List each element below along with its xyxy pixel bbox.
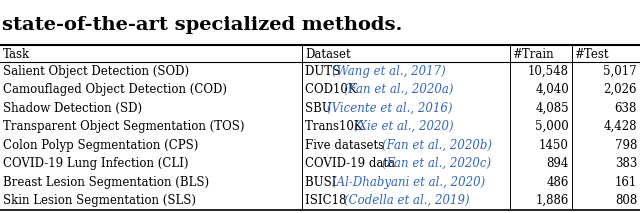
- Text: Shadow Detection (SD): Shadow Detection (SD): [3, 102, 142, 115]
- Text: (Al-Dhabyani et al., 2020): (Al-Dhabyani et al., 2020): [333, 176, 486, 189]
- Text: 5,000: 5,000: [535, 120, 569, 133]
- Text: 4,040: 4,040: [535, 83, 569, 96]
- Text: Breast Lesion Segmentation (BLS): Breast Lesion Segmentation (BLS): [3, 176, 209, 189]
- Text: 4,428: 4,428: [604, 120, 637, 133]
- Text: state-of-the-art specialized methods.: state-of-the-art specialized methods.: [2, 16, 403, 34]
- Text: (Xie et al., 2020): (Xie et al., 2020): [355, 120, 454, 133]
- Text: SBU: SBU: [305, 102, 335, 115]
- Text: 10,548: 10,548: [528, 65, 569, 78]
- Text: 808: 808: [615, 194, 637, 207]
- Text: (Fan et al., 2020c): (Fan et al., 2020c): [382, 157, 491, 170]
- Text: ISIC18: ISIC18: [305, 194, 350, 207]
- Text: 1,886: 1,886: [536, 194, 569, 207]
- Text: 798: 798: [614, 139, 637, 152]
- Text: (Fan et al., 2020b): (Fan et al., 2020b): [382, 139, 492, 152]
- Text: COVID-19 Lung Infection (CLI): COVID-19 Lung Infection (CLI): [3, 157, 189, 170]
- Text: 383: 383: [614, 157, 637, 170]
- Text: Salient Object Detection (SOD): Salient Object Detection (SOD): [3, 65, 189, 78]
- Text: 638: 638: [614, 102, 637, 115]
- Text: (Vicente et al., 2016): (Vicente et al., 2016): [327, 102, 452, 115]
- Text: Trans10K: Trans10K: [305, 120, 367, 133]
- Text: COD10K: COD10K: [305, 83, 360, 96]
- Text: #Test: #Test: [574, 49, 609, 62]
- Text: Transparent Object Segmentation (TOS): Transparent Object Segmentation (TOS): [3, 120, 244, 133]
- Text: Task: Task: [3, 49, 30, 62]
- Text: 5,017: 5,017: [604, 65, 637, 78]
- Text: Skin Lesion Segmentation (SLS): Skin Lesion Segmentation (SLS): [3, 194, 196, 207]
- Text: Dataset: Dataset: [305, 49, 351, 62]
- Text: (Fan et al., 2020a): (Fan et al., 2020a): [344, 83, 453, 96]
- Text: Camouflaged Object Detection (COD): Camouflaged Object Detection (COD): [3, 83, 227, 96]
- Text: 486: 486: [547, 176, 569, 189]
- Text: #Train: #Train: [512, 49, 554, 62]
- Text: 161: 161: [615, 176, 637, 189]
- Text: 4,085: 4,085: [536, 102, 569, 115]
- Text: Five datasets: Five datasets: [305, 139, 388, 152]
- Text: 2,026: 2,026: [604, 83, 637, 96]
- Text: 1450: 1450: [539, 139, 569, 152]
- Text: Colon Polyp Segmentation (CPS): Colon Polyp Segmentation (CPS): [3, 139, 198, 152]
- Text: (Wang et al., 2017): (Wang et al., 2017): [333, 65, 446, 78]
- Text: COVID-19 data: COVID-19 data: [305, 157, 399, 170]
- Text: DUTS: DUTS: [305, 65, 344, 78]
- Text: (Codella et al., 2019): (Codella et al., 2019): [344, 194, 469, 207]
- Text: BUSI: BUSI: [305, 176, 340, 189]
- Text: 894: 894: [547, 157, 569, 170]
